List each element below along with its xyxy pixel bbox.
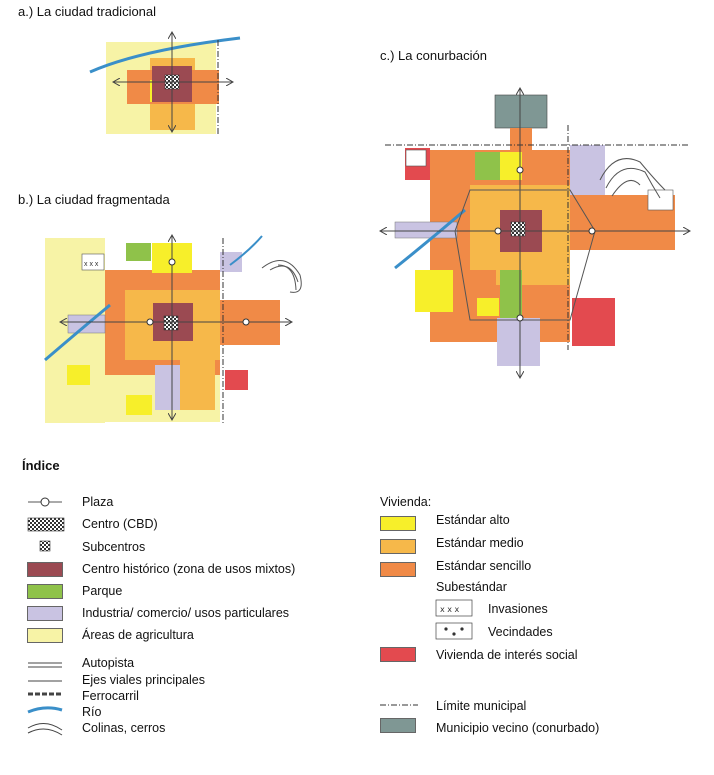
swatch-neighbor <box>380 718 416 733</box>
legend-high: Estándar alto <box>436 513 510 527</box>
legend-ejes: Ejes viales principales <box>82 673 205 687</box>
legend-rio: Río <box>82 705 102 719</box>
subcentro-icon <box>39 540 51 552</box>
invasiones-icon <box>435 599 473 617</box>
rio-line-icon <box>27 706 63 714</box>
vecindades-icon <box>435 622 473 640</box>
swatch-medium <box>380 539 416 554</box>
legend-historic: Centro histórico (zona de usos mixtos) <box>82 562 296 576</box>
swatch-industry <box>27 606 63 621</box>
legend-invasiones: Invasiones <box>488 602 548 616</box>
legend-social: Vivienda de interés social <box>436 648 578 662</box>
swatch-agri <box>27 628 63 643</box>
legend-autopista: Autopista <box>82 656 135 670</box>
legend-neighbor: Municipio vecino (conurbado) <box>436 721 600 735</box>
legend-vivienda-heading: Vivienda: <box>380 495 432 509</box>
legend-heading: Índice <box>22 458 60 473</box>
swatch-historic <box>27 562 63 577</box>
legend-medium: Estándar medio <box>436 536 524 550</box>
diagram-a-title: a.) La ciudad tradicional <box>18 4 157 19</box>
swatch-social <box>380 647 416 662</box>
legend-vecindades: Vecindades <box>488 625 553 639</box>
legend-plaza: Plaza <box>82 495 114 509</box>
legend-park: Parque <box>82 584 123 598</box>
legend-subestandar: Subestándar <box>436 580 507 594</box>
legend-agri: Áreas de agricultura <box>82 628 194 642</box>
legend-ferrocarril: Ferrocarril <box>82 689 139 703</box>
svg-text:x x x: x x x <box>440 605 460 614</box>
swatch-simple <box>380 562 416 577</box>
diagram-b-title: b.) La ciudad fragmentada <box>18 192 170 207</box>
legend-industry: Industria/ comercio/ usos particulares <box>82 606 290 620</box>
legend-subcentros: Subcentros <box>82 540 146 554</box>
cbd-icon <box>27 517 65 532</box>
swatch-park <box>27 584 63 599</box>
legend-colinas: Colinas, cerros <box>82 721 166 735</box>
colinas-line-icon <box>27 723 63 731</box>
diagram-c-title: c.) La conurbación <box>380 48 487 63</box>
swatch-high <box>380 516 416 531</box>
legend-limite: Límite municipal <box>436 699 527 713</box>
svg-text:x x x: x x x <box>84 261 99 268</box>
legend-cbd: Centro (CBD) <box>82 517 158 531</box>
legend-simple: Estándar sencillo <box>436 559 532 573</box>
plaza-icon <box>40 497 50 507</box>
